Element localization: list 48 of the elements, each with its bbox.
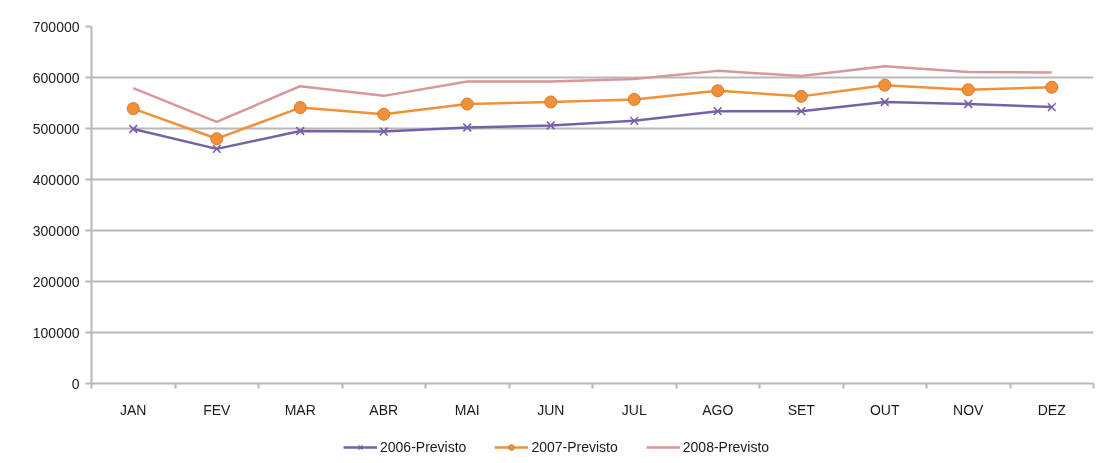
x-tick-label: DEZ	[1037, 401, 1067, 418]
point	[713, 106, 723, 116]
line-series	[132, 65, 1053, 124]
x-tick-label: AGO	[702, 401, 734, 418]
point	[295, 126, 305, 136]
x-tick-label: MAI	[454, 401, 480, 418]
point	[963, 99, 973, 109]
legend-label: 2007-Previsto	[531, 439, 618, 455]
x-tick-label: JUL	[621, 401, 647, 418]
point	[293, 101, 307, 115]
point	[126, 102, 140, 116]
point	[711, 84, 725, 98]
x-tick-label: OUT	[869, 401, 900, 418]
point	[460, 97, 474, 111]
point	[128, 124, 138, 134]
y-tick-label: 300000	[32, 222, 80, 239]
x-tick-label: MAR	[284, 401, 316, 418]
y-tick-label: 400000	[32, 171, 80, 188]
point	[794, 89, 808, 103]
point	[629, 116, 639, 126]
x-tick-label: ABR	[369, 401, 399, 418]
point	[1045, 80, 1059, 94]
y-tick-label: 200000	[32, 273, 80, 290]
point	[212, 144, 222, 154]
point	[210, 132, 224, 146]
point	[878, 78, 892, 92]
point	[379, 126, 389, 137]
x-tick-label: NOV	[953, 401, 985, 418]
point	[377, 107, 391, 121]
legend-label: 2008-Previsto	[682, 439, 770, 455]
y-tick-label: 700000	[32, 18, 80, 35]
y-tick-label: 600000	[32, 69, 80, 86]
point	[627, 92, 641, 106]
point	[961, 83, 975, 97]
y-tick-label: 0	[71, 375, 80, 392]
x-tick-label: JAN	[120, 401, 147, 418]
x-tick-label: SET	[787, 401, 816, 418]
point	[544, 95, 558, 109]
x-tick-label: JUN	[537, 401, 565, 418]
y-tick-label: 500000	[32, 120, 80, 137]
x-tick-label: FEV	[203, 401, 232, 418]
point	[880, 97, 890, 107]
point	[462, 122, 472, 133]
point	[546, 120, 556, 131]
legend-label: 2006-Previsto	[380, 439, 467, 455]
point	[796, 106, 806, 116]
point	[1047, 102, 1057, 112]
y-tick-label: 100000	[32, 324, 80, 341]
